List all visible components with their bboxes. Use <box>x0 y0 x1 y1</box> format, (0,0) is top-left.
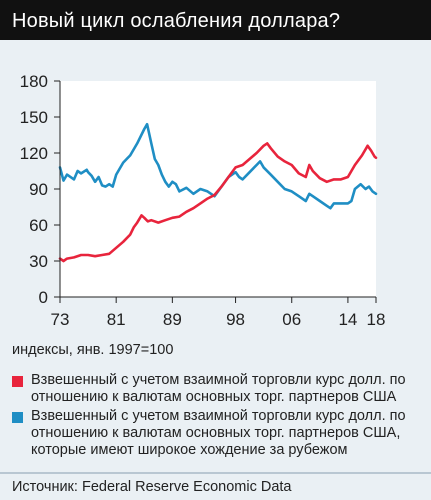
y-tick-label: 60 <box>29 216 48 235</box>
source-text: Источник: Federal Reserve Economic Data <box>12 479 292 495</box>
y-tick-label: 120 <box>20 144 48 163</box>
x-tick-label: 18 <box>367 310 386 329</box>
legend-swatch-red <box>12 376 23 387</box>
x-tick-label: 06 <box>282 310 301 329</box>
x-axis: 73 81 89 98 06 14 18 <box>51 296 386 329</box>
x-tick-label: 73 <box>51 310 70 329</box>
x-tick-label: 98 <box>226 310 245 329</box>
y-axis: 0 30 60 90 120 150 180 <box>20 72 61 307</box>
x-tick-label: 14 <box>338 310 357 329</box>
series-line-red <box>58 142 378 263</box>
legend-label-red: Взвешенный с учетом взаимной торговли ку… <box>31 372 406 405</box>
series-line-blue <box>58 122 378 210</box>
x-tick-label: 81 <box>107 310 126 329</box>
y-tick-label: 30 <box>29 252 48 271</box>
line-chart: 0 30 60 90 120 150 180 73 81 89 98 06 14 18 <box>20 72 386 329</box>
title-bar: Новый цикл ослабления доллара? <box>0 0 431 40</box>
legend-item-blue: Взвешенный с учетом взаимной торговли ку… <box>12 408 424 459</box>
x-tick-label: 89 <box>163 310 182 329</box>
source-bar: Источник: Federal Reserve Economic Data <box>0 472 431 500</box>
legend-swatch-blue <box>12 412 23 423</box>
y-tick-label: 180 <box>20 72 48 91</box>
chart-title: Новый цикл ослабления доллара? <box>12 10 341 32</box>
index-note: индексы, янв. 1997=100 <box>12 342 174 358</box>
y-tick-label: 90 <box>29 180 48 199</box>
series-layer <box>58 122 378 263</box>
legend-label-blue: Взвешенный с учетом взаимной торговли ку… <box>31 408 406 458</box>
y-tick-label: 0 <box>39 288 48 307</box>
legend: Взвешенный с учетом взаимной торговли ку… <box>12 372 424 461</box>
y-tick-label: 150 <box>20 108 48 127</box>
legend-item-red: Взвешенный с учетом взаимной торговли ку… <box>12 372 424 406</box>
